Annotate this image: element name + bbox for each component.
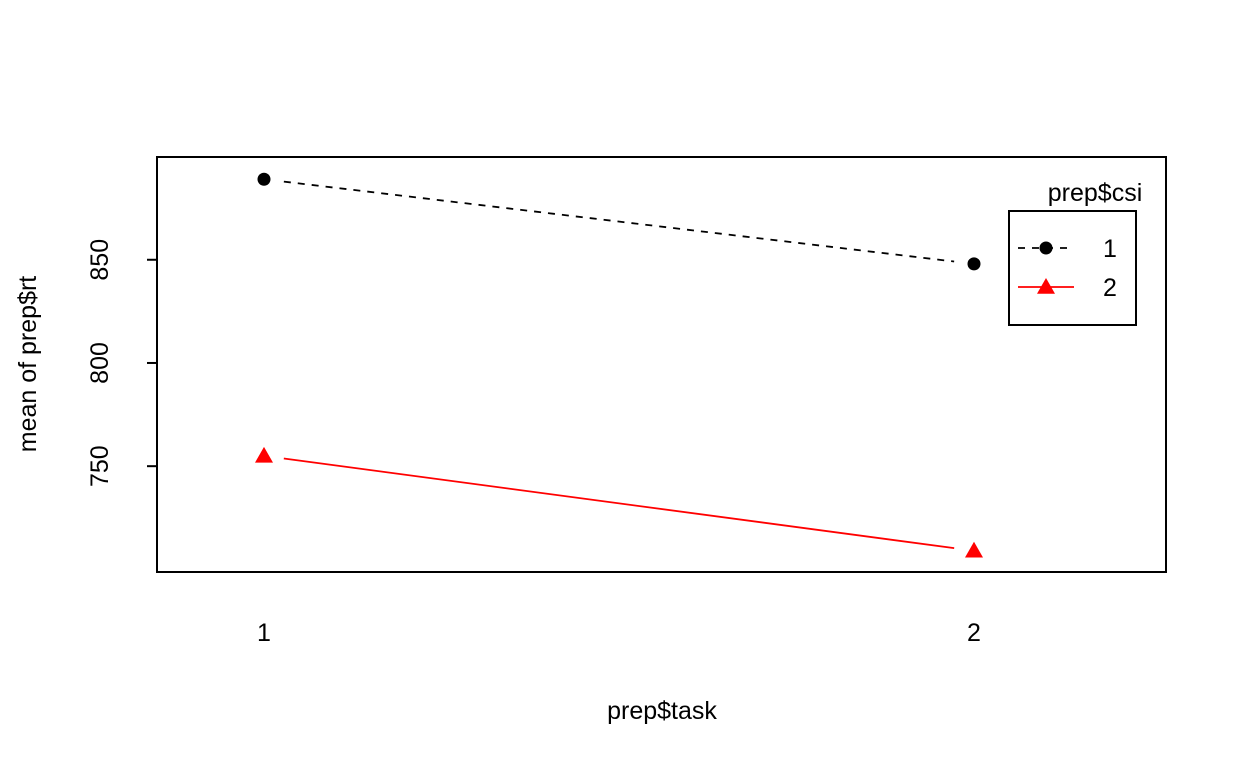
series-layer	[255, 172, 983, 558]
y-tick-label: 750	[86, 445, 114, 487]
legend-label: 2	[1103, 274, 1117, 302]
series-line	[283, 457, 955, 550]
data-point	[257, 172, 271, 186]
y-tick-label: 850	[86, 239, 114, 281]
legend: prep$csi 12	[1008, 179, 1143, 326]
y-tick-label: 800	[86, 342, 114, 384]
legend-box	[1008, 210, 1137, 326]
legend-marker	[1037, 278, 1055, 294]
data-point	[965, 541, 983, 558]
data-point	[967, 257, 981, 271]
data-point	[255, 446, 273, 463]
x-tick-label: 1	[257, 619, 271, 647]
legend-title: prep$csi	[1048, 179, 1143, 207]
legend-marker	[1039, 241, 1053, 255]
series-2	[255, 446, 983, 558]
series-1	[257, 172, 981, 271]
series-line	[283, 180, 955, 263]
legend-items: 12	[1018, 235, 1117, 302]
y-axis-title: mean of prep$rt	[14, 276, 42, 453]
legend-item: 1	[1018, 235, 1117, 263]
legend-label: 1	[1103, 235, 1117, 263]
plot-frame	[156, 156, 1167, 573]
y-axis: 750 800 850	[86, 239, 157, 487]
x-axis-title: prep$task	[607, 697, 717, 725]
x-tick-label: 2	[967, 619, 981, 647]
legend-item: 2	[1018, 274, 1117, 302]
